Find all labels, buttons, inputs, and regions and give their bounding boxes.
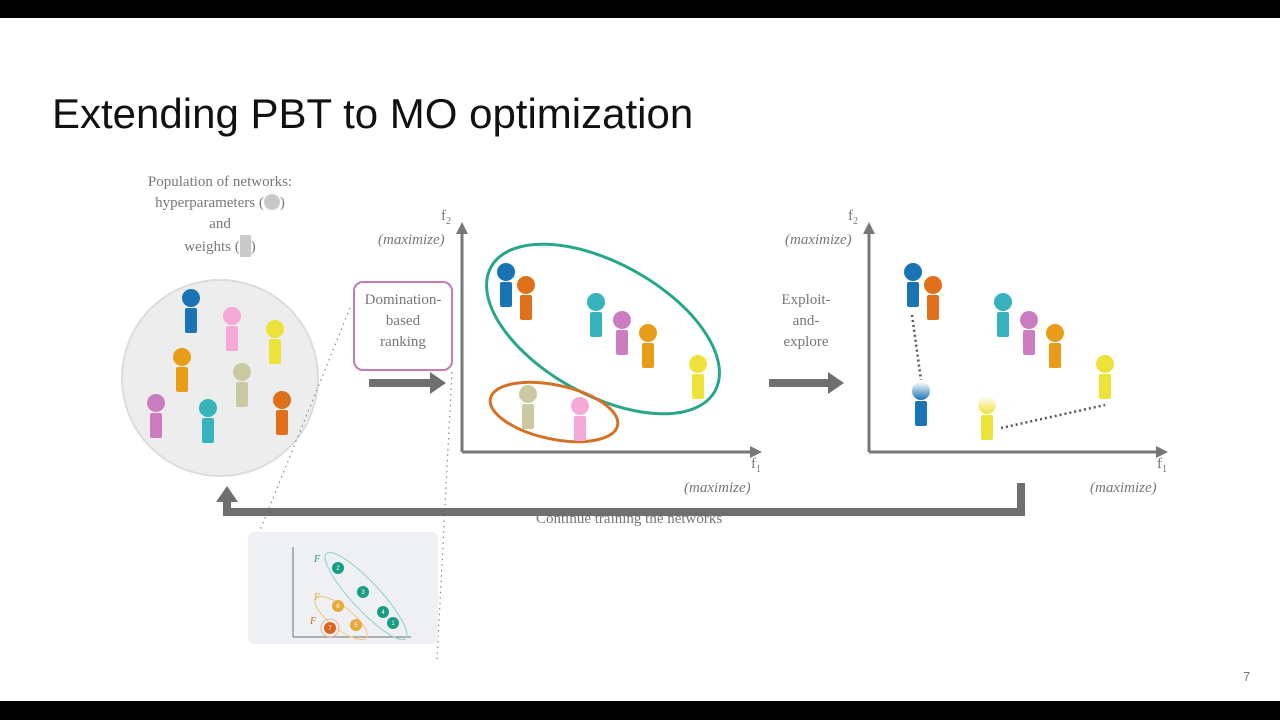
rectangle-icon	[239, 235, 251, 257]
svg-text:1: 1	[391, 621, 395, 627]
plot1-y-note: (maximize)	[378, 232, 445, 248]
svg-text:F: F	[313, 554, 321, 565]
svg-text:F: F	[313, 592, 321, 603]
plot2-y-axis-label: f2	[848, 208, 858, 227]
svg-text:2: 2	[336, 566, 340, 572]
continue-training-label: Continue training the networks	[536, 511, 723, 527]
plot2-x-axis-label: f1	[1157, 456, 1167, 475]
population-label: Population of networks: hyperparameters …	[147, 174, 293, 257]
slide-title: Extending PBT to MO optimization	[52, 90, 694, 137]
svg-text:7: 7	[328, 626, 332, 632]
population-networks	[147, 289, 291, 443]
front-2-ellipse	[488, 380, 620, 444]
explore-arrow-icon	[828, 372, 844, 394]
svg-text:F: F	[309, 616, 317, 627]
svg-text:5: 5	[354, 623, 358, 629]
svg-text:4: 4	[381, 610, 385, 616]
plot1-x-note: (maximize)	[684, 480, 751, 496]
ranked-networks	[497, 263, 707, 441]
continue-loop-arrow	[223, 483, 1025, 516]
explored-networks	[904, 263, 1114, 440]
population-pool	[121, 279, 319, 477]
plot2-y-note: (maximize)	[785, 232, 852, 248]
exploit-explore-label: Exploit- and- explore	[781, 292, 831, 350]
plot2-x-note: (maximize)	[1090, 480, 1157, 496]
ranking-arrow-icon	[430, 372, 446, 394]
domination-ranking-box: Domination- based ranking	[353, 281, 453, 371]
svg-text:3: 3	[361, 590, 365, 596]
plot1-y-axis-label: f2	[441, 208, 451, 227]
svg-text:6: 6	[336, 604, 340, 610]
plot1-x-axis-label: f1	[751, 456, 761, 475]
ranking-detail-inset: 2 3 4 1 6 5 7 F F F	[248, 532, 438, 644]
page-number: 7	[1243, 669, 1251, 684]
front-1-ellipse	[485, 242, 721, 416]
circle-icon	[263, 194, 280, 210]
loop-arrow-head-icon	[216, 486, 238, 502]
